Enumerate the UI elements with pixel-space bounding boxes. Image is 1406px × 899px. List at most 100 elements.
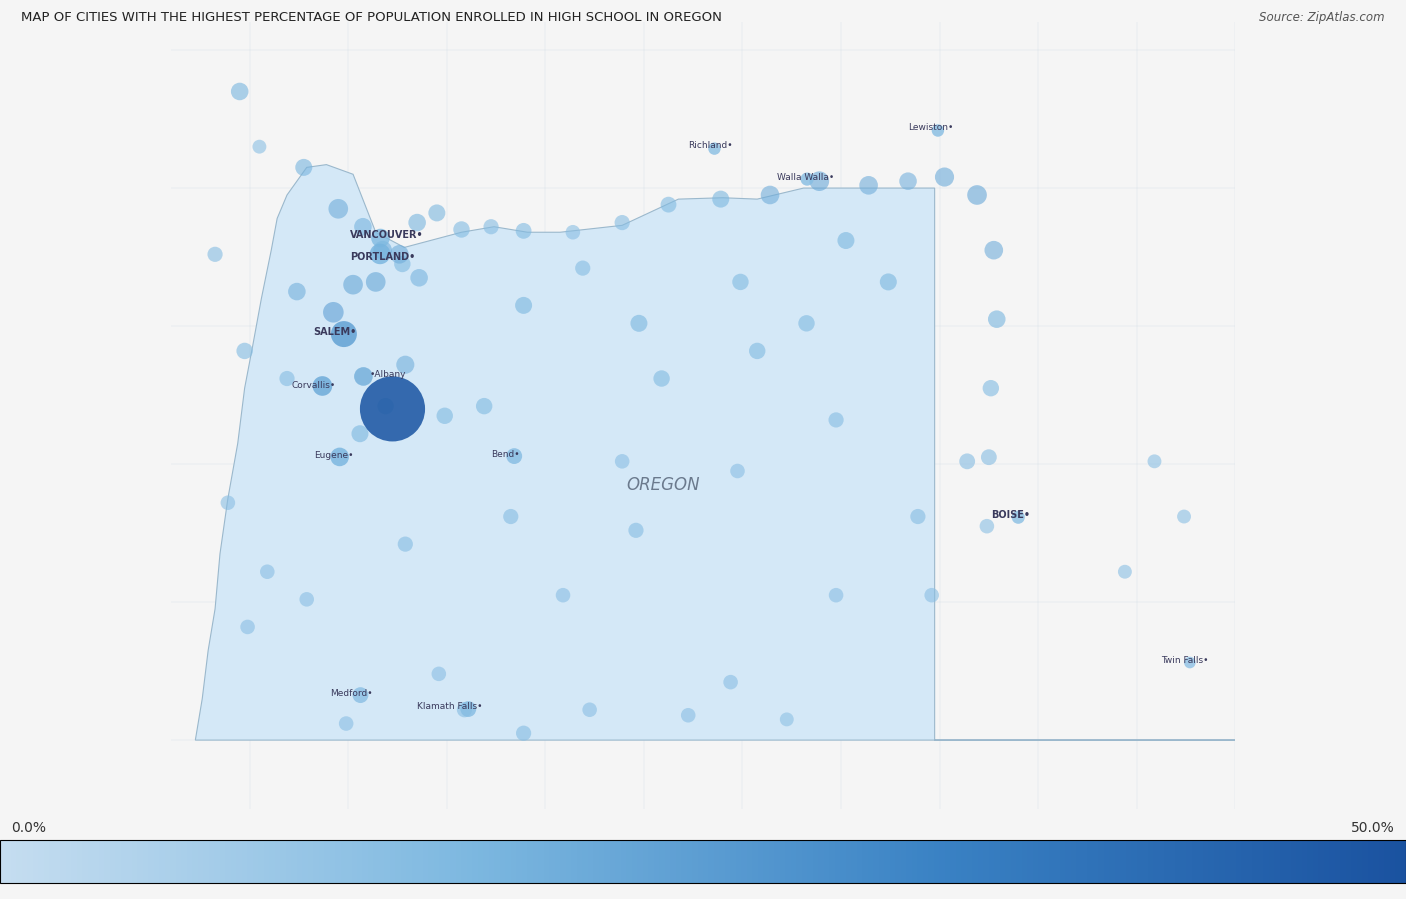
Text: VANCOUVER•: VANCOUVER• [350,230,423,240]
Text: 0.0%: 0.0% [11,821,46,835]
Point [503,449,526,463]
Point [983,243,1005,257]
Point [747,343,769,358]
Point [927,123,949,138]
Point [776,712,799,726]
Point [980,381,1002,396]
Point [1143,454,1166,468]
Point [976,519,998,533]
Point [934,170,956,184]
Text: Lewiston•: Lewiston• [908,123,953,132]
Point [907,510,929,524]
Text: PORTLAND•: PORTLAND• [350,252,415,263]
Text: Medford•: Medford• [330,689,373,698]
Point [322,305,344,319]
Point [561,225,583,239]
Point [624,523,647,538]
Point [391,257,413,271]
Point [249,139,271,154]
Point [727,464,749,478]
Point [342,278,364,292]
Text: 50.0%: 50.0% [1351,821,1395,835]
Point [1178,655,1201,670]
Point [335,717,357,731]
Point [329,450,352,464]
Point [352,219,374,234]
Point [612,216,634,230]
Point [977,450,1000,465]
Point [499,510,522,524]
Point [295,592,318,607]
Text: Twin Falls•: Twin Falls• [1161,655,1209,664]
Point [479,219,502,234]
Point [370,231,392,245]
Point [204,247,226,262]
Point [512,224,534,238]
Point [651,371,673,386]
Point [433,409,456,423]
Point [858,178,880,192]
Point [374,399,396,414]
Point [408,271,430,285]
Point [796,316,818,331]
Point [835,234,858,248]
Point [292,160,315,174]
Point [512,298,534,313]
Text: Klamath Falls•: Klamath Falls• [418,702,482,711]
Point [627,316,650,331]
Text: •Albany: •Albany [370,369,406,378]
Point [381,402,404,416]
Point [457,702,479,717]
Point [394,358,416,372]
Text: Walla Walla•: Walla Walla• [778,173,834,182]
Point [217,495,239,510]
Text: Corvallis•: Corvallis• [292,381,336,390]
Point [349,426,371,441]
Point [897,174,920,189]
Point [612,454,634,468]
Point [720,675,742,690]
Point [349,688,371,702]
Point [406,216,429,230]
Polygon shape [195,165,1236,740]
Point [352,369,374,384]
Point [578,702,600,717]
Point [426,206,449,220]
Point [364,275,387,289]
Point [371,243,394,257]
Text: Source: ZipAtlas.com: Source: ZipAtlas.com [1260,11,1385,23]
Point [759,188,782,202]
Point [285,284,308,298]
Point [427,667,450,681]
Point [1007,510,1029,524]
Point [233,343,256,358]
Point [921,588,943,602]
Text: SALEM•: SALEM• [314,326,357,336]
Point [956,454,979,468]
Point [966,188,988,202]
Point [472,399,495,414]
Point [311,378,333,393]
Point [796,172,818,186]
Point [256,565,278,579]
Point [808,174,831,189]
Text: MAP OF CITIES WITH THE HIGHEST PERCENTAGE OF POPULATION ENROLLED IN HIGH SCHOOL : MAP OF CITIES WITH THE HIGHEST PERCENTAG… [21,11,721,23]
Point [657,198,679,212]
Point [236,619,259,634]
Text: Richland•: Richland• [688,141,733,150]
Point [877,275,900,289]
Point [1114,565,1136,579]
Point [703,141,725,156]
Point [368,246,391,261]
Point [1173,510,1195,524]
Text: Bend•: Bend• [491,450,520,458]
Point [986,312,1008,326]
Point [333,327,356,342]
Point [328,201,350,216]
Point [512,726,534,741]
Point [551,588,574,602]
Point [388,247,411,262]
Text: Eugene•: Eugene• [314,451,353,460]
Point [676,708,699,723]
Point [228,85,250,99]
